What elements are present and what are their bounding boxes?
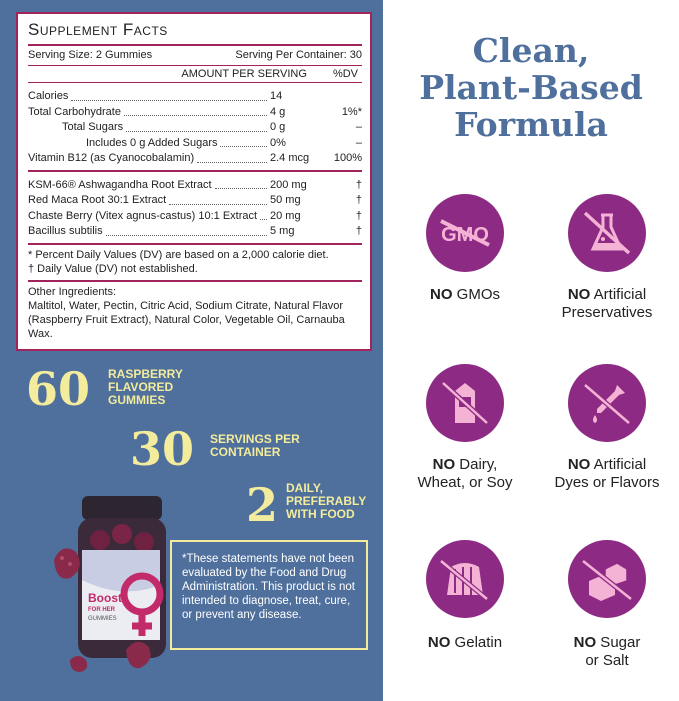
right-heading: Clean, Plant-Based Formula (383, 32, 679, 143)
stat-caption-gummies: RASPBERRY FLAVORED GUMMIES (108, 367, 183, 407)
nutrient-row: Includes 0 g Added Sugars 0% – (86, 136, 362, 149)
milk-carton-icon (441, 381, 489, 425)
amount-header: AMOUNT PER SERVING (181, 68, 307, 80)
nutrient-row: Vitamin B12 (as Cyanocobalamin) 2.4 mcg 10… (28, 152, 362, 164)
footnote-dv: * Percent Daily Values (DV) are based on… (28, 248, 329, 261)
badge-no-preservatives (568, 194, 646, 272)
label-no-preservatives: NO Artificial Preservatives (561, 286, 653, 321)
stat-number-daily: 2 (246, 478, 279, 532)
stat-caption-daily: DAILY, PREFERABLY WITH FOOD (286, 481, 367, 521)
gelatin-icon (439, 559, 489, 601)
other-ingredients-line: (Raspberry Fruit Extract), Natural Color… (28, 313, 345, 340)
badge-no-dyes (568, 364, 646, 442)
bottle-kind: GUMMIES (88, 616, 117, 622)
extract-row: Bacillus subtilis 5 mg † (28, 225, 362, 237)
label-no-dairy: NO Dairy, Wheat, or Soy (417, 456, 513, 491)
stat-number-servings: 30 (130, 422, 195, 476)
column-header: AMOUNT PER SERVING %DV (28, 66, 362, 83)
badge-no-gelatin (426, 540, 504, 618)
label-no-dyes: NO Artificial Dyes or Flavors (554, 456, 660, 491)
footnote-not-established: † Daily Value (DV) not established. (28, 262, 198, 275)
serving-size: Serving Size: 2 Gummies (28, 49, 153, 61)
nutrient-list: Calories 14 Total Carbohydrate 4 g 1%* Tota… (28, 83, 362, 172)
no-gmo-icon: GMO (440, 219, 490, 247)
label-no-gmo: NO GMOs (430, 286, 500, 303)
facts-title: Supplement Facts (28, 20, 362, 46)
label-no-gelatin: NO Gelatin (427, 634, 503, 651)
other-ingredients-title: Other Ingredients: (28, 285, 117, 298)
nutrient-row: Total Carbohydrate 4 g 1%* (28, 105, 362, 118)
extract-list: KSM-66® Ashwagandha Root Extract 200 mg † … (28, 172, 362, 245)
flask-icon (583, 211, 631, 255)
heading-line: Clean, (472, 31, 590, 70)
supplement-facts-panel: Supplement Facts Serving Size: 2 Gummies… (16, 12, 372, 351)
sugar-cube-icon (581, 559, 633, 601)
badge-no-gmo: GMO (426, 194, 504, 272)
serving-row: Serving Size: 2 Gummies Serving Per Cont… (28, 46, 362, 66)
extract-row: KSM-66® Ashwagandha Root Extract 200 mg † (28, 178, 362, 191)
other-ingredients-line: Maltitol, Water, Pectin, Citric Acid, So… (28, 299, 344, 312)
stat-caption-servings: SERVINGS PER CONTAINER (210, 432, 300, 459)
footnotes: * Percent Daily Values (DV) are based on… (28, 245, 362, 282)
extract-row: Red Maca Root 30:1 Extract 50 mg † (28, 194, 362, 206)
servings-per-container: Serving Per Container: 30 (235, 49, 362, 61)
nutrient-row: Calories 14 (28, 90, 283, 102)
heading-line: Plant-Based (419, 68, 643, 107)
stat-number-gummies: 60 (26, 362, 91, 416)
dropper-icon (583, 383, 631, 425)
bottle-sub: FOR HER (88, 607, 116, 613)
fda-disclaimer: *These statements have not been evaluate… (170, 540, 368, 650)
label-no-sugar: NO Sugar or Salt (573, 634, 641, 669)
other-ingredients: Other Ingredients: Maltitol, Water, Pect… (28, 282, 362, 341)
badge-no-dairy (426, 364, 504, 442)
heading-line: Formula (454, 105, 608, 144)
dv-header: %DV (332, 68, 358, 80)
nutrient-row: Total Sugars 0 g – (62, 121, 362, 133)
bottle-brand: Boost (88, 591, 122, 605)
left-panel: Supplement Facts Serving Size: 2 Gummies… (0, 0, 383, 701)
extract-row: Chaste Berry (Vitex agnus-castus) 10:1 E… (28, 209, 362, 222)
badge-no-sugar (568, 540, 646, 618)
product-bottle-image: Boost FOR HER GUMMIES (52, 490, 180, 700)
